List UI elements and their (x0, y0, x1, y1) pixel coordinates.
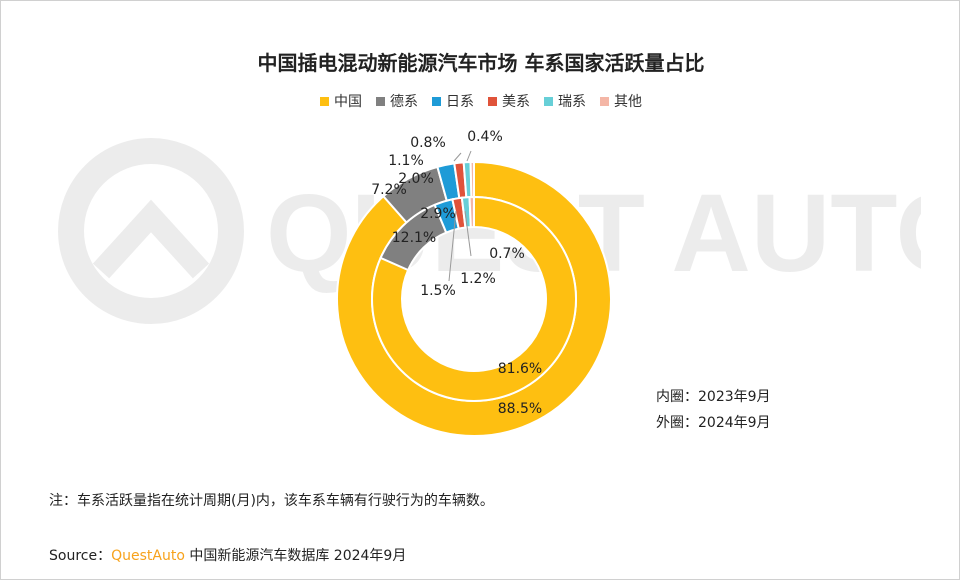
source-line: Source：QuestAuto 中国新能源汽车数据库 2024年9月 (49, 545, 406, 565)
legend-item: 德系 (376, 91, 418, 111)
inner-data-label: 2.9% (420, 206, 456, 222)
outer-data-label: 0.4% (467, 129, 503, 145)
outer-ring-label: 外圈：2024年9月 (656, 415, 771, 431)
inner-ring-label: 内圈：2023年9月 (656, 389, 771, 405)
legend-swatch (600, 96, 609, 106)
legend-swatch (376, 96, 385, 106)
outer-data-label: 88.5% (498, 401, 542, 417)
label-leader-line (464, 210, 472, 257)
legend-label: 中国 (334, 94, 362, 110)
legend-swatch (488, 96, 497, 106)
ring-legend: 内圈：2023年9月 外圈：2024年9月 (656, 384, 771, 436)
inner-data-label: 12.1% (392, 230, 436, 246)
legend-label: 德系 (390, 94, 418, 110)
source-brand: QuestAuto (111, 548, 185, 564)
legend-swatch (432, 96, 441, 106)
inner-data-label: 1.2% (460, 271, 496, 287)
legend-item: 日系 (432, 91, 474, 111)
label-leader-line (466, 150, 472, 162)
outer-data-label: 2.0% (398, 171, 434, 187)
label-leader-line (453, 152, 462, 162)
legend-label: 瑞系 (558, 94, 586, 110)
source-prefix: Source： (49, 548, 112, 564)
outer-data-label: 1.1% (388, 153, 424, 169)
legend-item: 中国 (320, 91, 362, 111)
legend-item: 其他 (600, 91, 642, 111)
footnote: 注：车系活跃量指在统计周期(月)内，该车系车辆有行驶行为的车辆数。 (49, 493, 494, 509)
chart-title: 中国插电混动新能源汽车市场 车系国家活跃量占比 (257, 51, 705, 75)
inner-slice-0 (371, 195, 577, 402)
inner-data-label: 0.7% (489, 246, 525, 262)
legend-swatch (544, 96, 553, 106)
legend-label: 其他 (614, 94, 642, 110)
legend-swatch (320, 96, 329, 106)
outer-data-label: 0.8% (410, 135, 446, 151)
inner-data-label: 81.6% (498, 361, 542, 377)
outer-data-label: 7.2% (371, 182, 407, 198)
legend-item: 美系 (488, 91, 530, 111)
legend-item: 瑞系 (544, 91, 586, 111)
label-leader-line (448, 210, 457, 282)
legend-label: 日系 (446, 94, 474, 110)
outer-slice-5 (469, 160, 475, 199)
inner-data-label: 1.5% (420, 283, 456, 299)
chart-legend: 中国 德系 日系 美系 瑞系 其他 (1, 91, 959, 111)
legend-label: 美系 (502, 94, 530, 110)
source-suffix: 中国新能源汽车数据库 2024年9月 (184, 548, 407, 564)
inner-slice-5 (468, 195, 475, 229)
